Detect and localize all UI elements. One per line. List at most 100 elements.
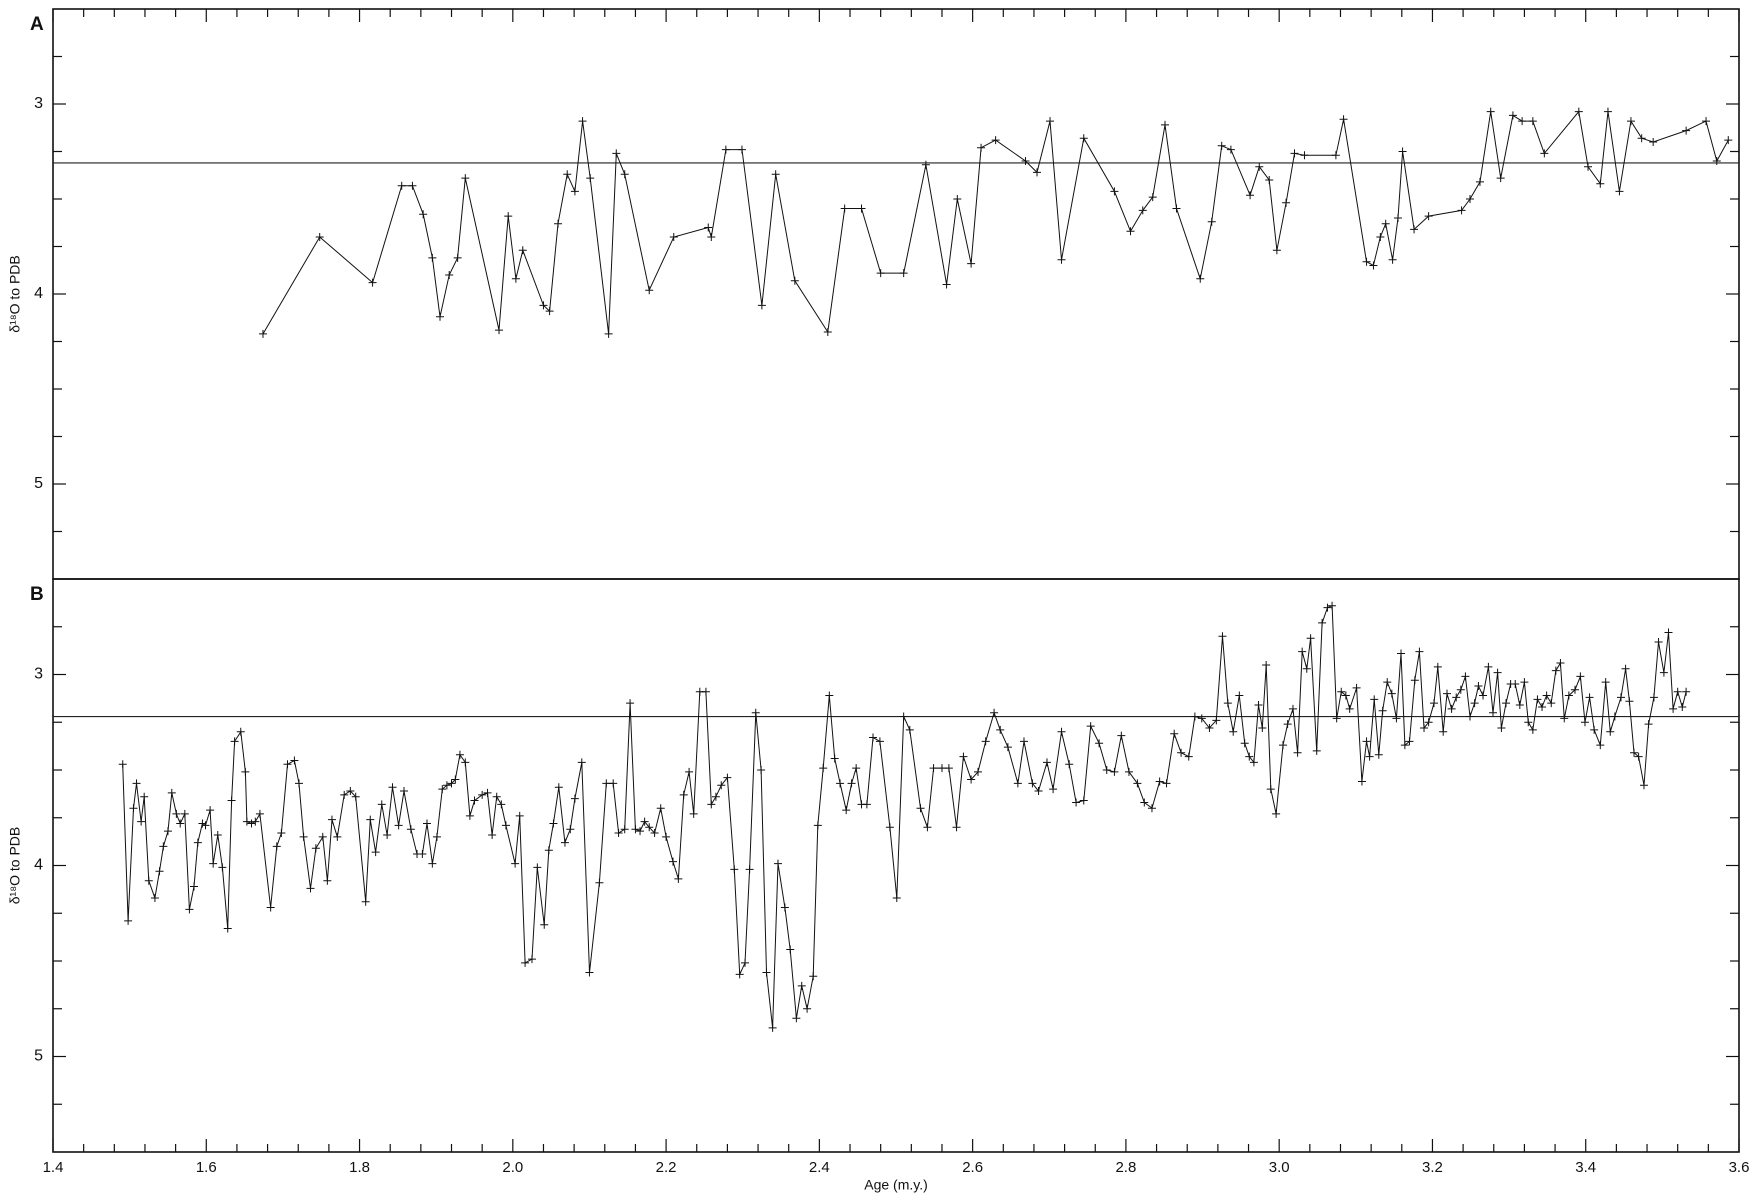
data-point: [560, 838, 569, 847]
data-point: [570, 794, 579, 803]
data-point: [1542, 691, 1551, 700]
data-point: [1493, 668, 1502, 677]
data-point: [1466, 712, 1475, 721]
data-point: [609, 779, 618, 788]
data-point: [1124, 767, 1133, 776]
data-point: [952, 823, 961, 832]
data-point: [1489, 708, 1497, 717]
data-point: [492, 792, 501, 801]
x-tick-label: 1.4: [43, 1159, 64, 1176]
data-point: [1028, 779, 1037, 788]
data-point: [1475, 177, 1484, 186]
x-tick-label: 3.2: [1422, 1159, 1443, 1176]
data-point: [636, 827, 645, 836]
data-point: [540, 920, 549, 929]
data-point: [885, 823, 894, 832]
data-point: [1528, 117, 1537, 126]
data-point: [1649, 138, 1658, 146]
data-point: [118, 760, 127, 769]
data-point: [124, 916, 133, 925]
data-point: [1439, 727, 1448, 736]
data-point: [311, 844, 320, 853]
data-point: [1034, 787, 1043, 796]
data-point: [751, 708, 760, 717]
data-point: [272, 842, 281, 851]
data-point: [857, 204, 866, 213]
x-tick-label: 2.2: [656, 1159, 677, 1176]
data-point: [230, 737, 239, 746]
data-point: [717, 781, 726, 790]
data-point: [1262, 660, 1271, 669]
data-point: [1341, 691, 1350, 700]
data-point: [942, 280, 951, 289]
data-point: [809, 972, 818, 981]
data-point: [1126, 227, 1135, 236]
data-point: [1584, 162, 1593, 171]
data-point: [790, 276, 799, 285]
x-tick-label: 3.4: [1575, 1159, 1596, 1176]
data-point: [266, 903, 275, 912]
data-point: [1603, 107, 1612, 116]
data-point: [176, 819, 185, 828]
data-point: [730, 865, 739, 874]
data-point: [1574, 107, 1583, 116]
data-point: [1197, 714, 1206, 723]
data-point: [1515, 701, 1524, 710]
data-point: [1712, 157, 1721, 165]
data-point: [1312, 746, 1321, 755]
data-point: [1466, 195, 1475, 203]
data-point: [1590, 725, 1599, 734]
data-point: [959, 752, 968, 761]
data-point: [394, 821, 403, 830]
data-point: [295, 779, 304, 788]
data-point: [595, 878, 604, 887]
data-point: [438, 785, 447, 794]
data-point: [1102, 766, 1111, 774]
data-point: [929, 764, 938, 773]
data-point: [737, 145, 746, 154]
data-point: [1626, 117, 1635, 126]
data-point: [445, 271, 454, 279]
data-point: [180, 809, 189, 818]
data-point: [1405, 737, 1414, 746]
data-point: [549, 819, 558, 828]
data-point: [953, 195, 962, 203]
data-point: [1331, 151, 1340, 160]
data-point: [447, 779, 456, 788]
data-point: [1625, 697, 1634, 706]
data-point: [916, 804, 925, 813]
y-tick-label: 3: [34, 666, 43, 683]
data-point: [428, 253, 437, 262]
data-point: [277, 829, 286, 838]
data-point: [745, 865, 754, 874]
data-point: [418, 850, 427, 859]
data-point: [1255, 162, 1264, 171]
data-point: [428, 859, 437, 868]
data-point: [771, 170, 780, 179]
data-point: [735, 970, 744, 979]
data-point: [1601, 678, 1610, 687]
data-point: [620, 170, 629, 179]
x-tick-label: 3.6: [1729, 1159, 1750, 1176]
data-point: [1246, 191, 1255, 200]
data-point: [251, 817, 260, 826]
data-point: [333, 832, 342, 841]
data-point: [1456, 685, 1465, 694]
data-point: [967, 259, 976, 268]
data-point: [707, 233, 716, 241]
data-point: [1332, 714, 1341, 723]
data-point: [650, 829, 659, 838]
data-point: [773, 859, 782, 868]
data-point: [511, 859, 520, 868]
data-point: [840, 204, 849, 213]
data-point: [602, 779, 611, 788]
data-point: [1659, 668, 1668, 677]
data-point: [762, 968, 771, 977]
data-point: [1042, 758, 1051, 767]
data-point: [1293, 748, 1302, 757]
data-point: [137, 817, 146, 826]
data-point: [1524, 718, 1533, 727]
data-point: [1571, 685, 1579, 694]
data-point: [1046, 117, 1055, 126]
data-point: [470, 796, 479, 805]
